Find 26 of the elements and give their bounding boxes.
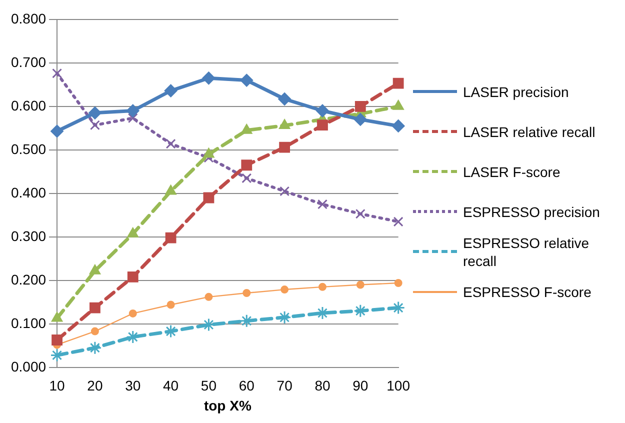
x-tick-label: 90 [352, 378, 368, 394]
x-tick-label: 50 [200, 378, 217, 394]
x-axis-title: top X% [204, 397, 252, 414]
legend-label: ESPRESSO relative recall [463, 234, 590, 270]
y-tick-label: 0.800 [10, 10, 46, 26]
x-tick-label: 30 [125, 378, 141, 394]
y-tick-label: 0.500 [10, 140, 46, 157]
y-tick-label: 0.400 [10, 184, 46, 200]
y-tick-label: 0.100 [10, 314, 46, 331]
legend-label: ESPRESSO precision [463, 202, 601, 220]
y-tick-label: 0.200 [10, 271, 46, 288]
x-tick-label: 10 [49, 378, 66, 394]
x-tick-label: 20 [87, 378, 103, 394]
legend-label: LASER precision [463, 82, 570, 100]
y-tick-label: 0.600 [10, 97, 46, 114]
y-tick-label: 0.300 [10, 228, 46, 244]
x-tick-label: 100 [386, 378, 410, 394]
x-tick-label: 70 [276, 378, 293, 394]
x-tick-label: 40 [163, 378, 179, 394]
y-tick-label: 0.000 [10, 358, 46, 374]
legend-label: ESPRESSO F-score [463, 282, 592, 300]
x-tick-label: 60 [238, 378, 255, 394]
x-tick-label: 80 [314, 378, 330, 394]
y-tick-label: 0.700 [10, 54, 46, 70]
legend-label: LASER F-score [463, 162, 562, 180]
legend-label: LASER relative recall [463, 122, 596, 140]
